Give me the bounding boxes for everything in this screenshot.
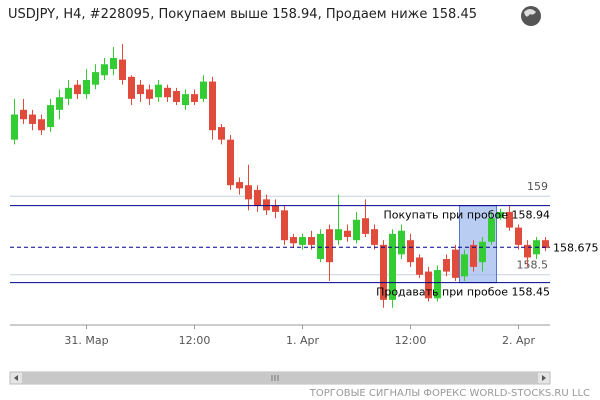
candle-body xyxy=(182,94,189,106)
candle-body xyxy=(362,218,369,234)
candle-body xyxy=(353,219,360,241)
candle-body xyxy=(398,230,405,255)
chart-title: USDJPY, H4, #228095, Покупаем выше 158.9… xyxy=(8,7,477,22)
scroll-thumb[interactable] xyxy=(22,372,538,384)
candle-body xyxy=(254,189,261,206)
x-tick-label: 31. Мар xyxy=(64,334,108,347)
candle-body xyxy=(425,271,432,299)
candle-body xyxy=(56,97,63,110)
candle-body xyxy=(335,229,342,241)
candle-body xyxy=(272,205,279,212)
candle-body xyxy=(263,199,270,211)
candle-body xyxy=(209,81,216,131)
x-tick-label: 12:00 xyxy=(395,334,427,347)
candle-body xyxy=(29,114,36,124)
candle-body xyxy=(164,87,171,98)
level-label: Покупать при пробое 158.94 xyxy=(384,209,550,222)
candle-body xyxy=(497,211,504,219)
level-label: Продавать при пробое 158.45 xyxy=(376,286,550,299)
candle-body xyxy=(155,84,162,98)
candle-body xyxy=(380,244,387,300)
candle-body xyxy=(20,109,27,120)
candle-body xyxy=(434,270,441,299)
scrollbar[interactable] xyxy=(9,371,551,385)
scroll-grip xyxy=(271,375,279,381)
candle-body xyxy=(452,249,459,278)
x-tick-label: 12:00 xyxy=(179,334,211,347)
candle-body xyxy=(371,229,378,245)
candle-body xyxy=(317,233,324,260)
x-tick-label: 1. Apr xyxy=(286,334,319,347)
candle-body xyxy=(281,210,288,241)
candle-body xyxy=(299,237,306,245)
candle-body xyxy=(74,84,81,95)
candle-body xyxy=(11,114,18,140)
candle-body xyxy=(389,233,396,300)
candle-body xyxy=(47,105,54,128)
candle-body xyxy=(308,237,315,245)
candle-body xyxy=(65,87,72,99)
candle-body xyxy=(479,241,486,263)
candle-body xyxy=(110,57,117,69)
candle-body xyxy=(470,244,477,267)
candle-body xyxy=(218,127,225,140)
candle-body xyxy=(515,227,522,245)
scroll-right[interactable] xyxy=(542,375,546,381)
y-tick-label: 158.5 xyxy=(517,259,549,272)
candle-body xyxy=(146,89,153,99)
level-label: 158.675 xyxy=(553,241,599,254)
candle-body xyxy=(407,240,414,263)
y-tick-label: 159 xyxy=(527,180,548,193)
scroll-left[interactable] xyxy=(14,375,18,381)
candle-body xyxy=(290,237,297,244)
candle-body xyxy=(128,76,135,99)
candle-body xyxy=(38,119,45,131)
candle-body xyxy=(92,72,99,85)
candle-body xyxy=(119,59,126,80)
globe-icon[interactable] xyxy=(521,6,541,26)
candle-body xyxy=(344,230,351,238)
candle-body xyxy=(524,244,531,258)
level-label-bg xyxy=(551,239,597,256)
candle-body xyxy=(101,64,108,76)
candle-body xyxy=(236,182,243,189)
candle-body xyxy=(173,90,180,102)
candle-body xyxy=(191,94,198,102)
candle-body xyxy=(227,139,234,186)
candle-body xyxy=(488,218,495,242)
candle-body xyxy=(200,81,207,99)
candle-body xyxy=(542,240,549,249)
candle-body xyxy=(443,259,450,272)
candle-body xyxy=(83,79,90,95)
candle-body xyxy=(506,211,513,228)
footer: ТОРГОВЫЕ СИГНАЛЫ ФОРЕКС WORLD-STOCKS.RU … xyxy=(309,388,590,399)
globe-land xyxy=(524,9,536,17)
candle-body xyxy=(137,84,144,95)
candle-body xyxy=(461,254,468,277)
candle-body xyxy=(326,229,333,263)
candle-body xyxy=(245,185,252,200)
candle-body xyxy=(416,257,423,275)
globe[interactable] xyxy=(521,6,541,26)
x-tick-label: 2. Apr xyxy=(502,334,535,347)
